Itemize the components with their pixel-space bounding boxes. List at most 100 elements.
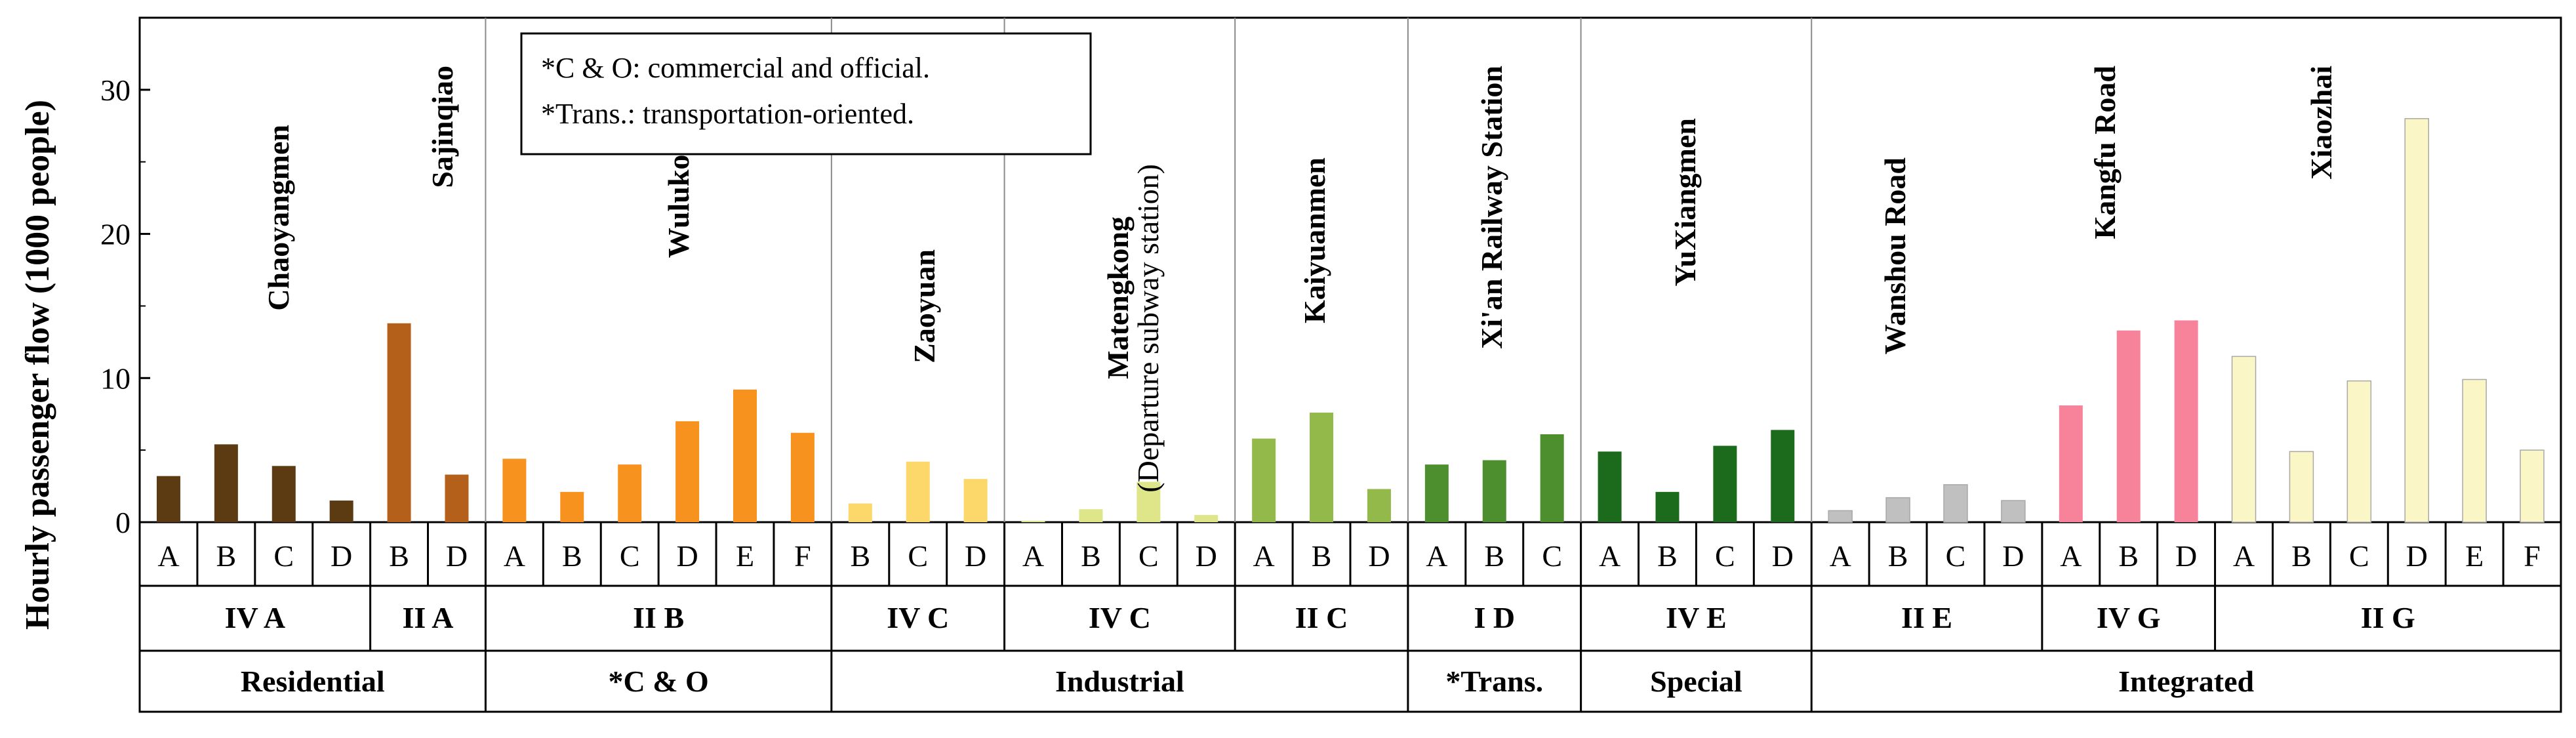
category-label: B [1484,539,1504,573]
bar [329,501,353,522]
category-label: A [1599,539,1620,573]
category-label: C [620,539,640,573]
station-label: Xiaozhai [2304,66,2338,180]
subgroup-label: I D [1474,601,1515,634]
bar [1828,510,1853,523]
notes-box [520,32,1092,155]
bar [1598,451,1622,522]
group-label: Industrial [1055,665,1184,698]
bar [214,444,238,522]
bar [502,459,527,522]
subgroup-label: IV A [225,601,285,634]
station-label: Kangfu Road [2088,66,2122,239]
station-label: Wanshou Road [1878,157,1912,355]
category-label: C [2349,539,2369,573]
category-label: F [2524,539,2541,573]
bar [445,474,469,522]
y-axis-label: Hourly passenger flow (1000 people) [19,100,56,630]
bar [1540,434,1564,522]
category-label: A [1830,539,1851,573]
bar [1482,460,1506,522]
bar [2231,356,2257,523]
bar [2116,330,2141,522]
bar [1194,515,1218,522]
category-label: D [965,539,986,573]
subgroup-label: II A [403,601,454,634]
station-label: Xi'an Railway Station [1475,66,1508,349]
bar [387,323,411,522]
category-label: D [1772,539,1794,573]
category-label: B [1888,539,1908,573]
bar [272,466,296,522]
bar [1252,438,1276,522]
bar [2404,118,2429,523]
category-label: E [2465,539,2484,573]
category-label: D [2002,539,2024,573]
bar [560,491,584,522]
bar [1310,413,1334,522]
category-label: D [1368,539,1390,573]
category-label: D [676,539,698,573]
bar [1021,520,1045,522]
category-label: B [850,539,870,573]
category-label: B [2118,539,2139,573]
bar [618,464,642,522]
category-label: D [2175,539,2197,573]
bar [1885,497,1910,523]
category-label: D [2406,539,2428,573]
note-text: *Trans.: transportation-oriented. [541,98,914,130]
station-label: Matengkong [1101,216,1135,379]
station-label: Kaiyuanmen [1298,157,1331,323]
bar [2059,405,2083,522]
bar [1655,491,1680,522]
category-label: B [1657,539,1678,573]
note-text: *C & O: commercial and official. [541,52,930,84]
subgroup-label: II E [1901,601,1952,634]
subgroup-label: IV E [1666,601,1726,634]
bar [675,421,700,522]
bar [733,389,757,522]
bar [2289,451,2314,523]
subgroup-label: II B [633,601,684,634]
category-label: D [331,539,352,573]
group-label: Residential [241,665,385,698]
y-tick-label: 10 [100,361,131,395]
category-label: B [216,539,237,573]
category-label: B [2291,539,2312,573]
category-label: A [1426,539,1447,573]
station-label: YuXiangmen [1668,118,1702,286]
bar [2001,500,2026,523]
group-label: Integrated [2118,665,2254,698]
bar [1079,509,1103,522]
bar [2346,380,2372,523]
bar [2462,379,2487,523]
category-label: C [273,539,294,573]
bar [2174,320,2198,522]
category-label: B [1081,539,1101,573]
bar [1367,489,1391,522]
bar [1771,430,1795,522]
subgroup-label: II G [2361,601,2415,634]
bar [1943,484,1968,523]
category-label: C [1946,539,1966,573]
group-label: *Trans. [1445,665,1543,698]
bar [1424,464,1449,522]
bar [2520,449,2545,523]
chart-frame [138,16,2562,713]
bar [906,461,930,522]
category-label: A [2060,539,2082,573]
station-label: Wulukou [662,138,695,258]
category-label: B [389,539,409,573]
subgroup-label: II C [1295,601,1348,634]
bar [1137,482,1161,522]
category-label: A [157,539,179,573]
category-label: A [2233,539,2255,573]
y-tick-label: 0 [115,506,131,539]
group-label: *C & O [608,665,708,698]
y-tick-label: 30 [100,73,131,107]
station-sublabel: (Departure subway station) [1131,164,1165,493]
category-label: B [562,539,582,573]
station-label: Zaoyuan [908,249,941,363]
category-label: D [1196,539,1217,573]
